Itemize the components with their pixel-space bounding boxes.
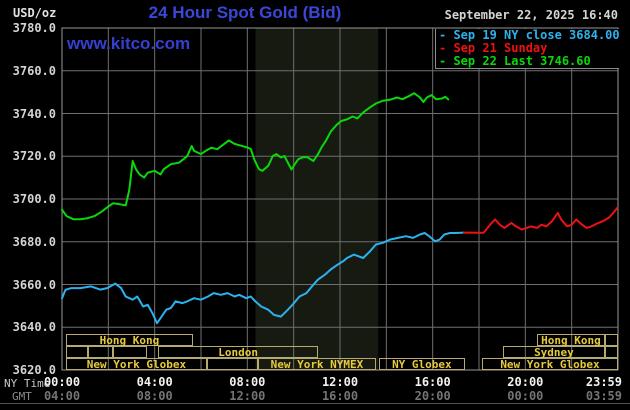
price-line-sep-22-last — [61, 92, 450, 221]
session-box-new-york-globex: New York Globex — [65, 358, 208, 370]
legend-item: - Sep 22 Last 3746.60 — [439, 54, 591, 68]
ny-time-row-label: NY Time — [4, 377, 51, 390]
session-box-new-york-globex: New York Globex — [482, 358, 618, 370]
session-box-hong-kong: Hong Kong — [65, 334, 193, 346]
x-axis-tick-ny: 08:00 — [229, 375, 266, 389]
x-axis-tick-gmt: 04:00 — [43, 389, 81, 403]
session-box-empty — [88, 346, 114, 358]
bottom-divider-line — [0, 403, 630, 404]
session-box-empty — [605, 346, 618, 358]
y-axis-tick-label: 3720.0 — [12, 149, 56, 164]
y-axis-tick-label: 3760.0 — [12, 63, 56, 78]
x-axis-tick-ny: 20:00 — [507, 375, 544, 389]
session-box-hong-kong: Hong Kong — [536, 334, 606, 346]
price-line-sep-21-sunday — [462, 206, 619, 234]
chart-title: 24 Hour Spot Gold (Bid) — [148, 3, 342, 22]
session-box-sydney: Sydney — [502, 346, 606, 358]
y-axis-tick-label: 3620.0 — [12, 363, 56, 377]
x-axis-tick-ny: 12:00 — [321, 375, 359, 389]
y-axis-tick-label: 3740.0 — [12, 106, 56, 121]
session-box-empty — [65, 346, 89, 358]
x-axis-tick-ny: 00:00 — [43, 375, 81, 389]
x-axis-tick-gmt: 03:59 — [585, 389, 622, 403]
session-box-ny-globex: NY Globex — [378, 358, 465, 370]
x-axis-tick-gmt: 20:00 — [414, 389, 451, 403]
y-axis-tick-label: 3640.0 — [12, 320, 56, 335]
plot-border — [61, 27, 619, 371]
session-box-empty — [207, 358, 258, 370]
kitco-watermark-link[interactable]: www.kitco.com — [67, 34, 191, 53]
x-axis-tick-ny: 16:00 — [414, 375, 451, 389]
session-box-empty — [605, 334, 618, 346]
session-box-london: London — [158, 346, 318, 358]
session-box-empty — [113, 346, 147, 358]
x-axis-tick-ny: 04:00 — [136, 375, 173, 389]
y-axis-tick-label: 3700.0 — [12, 192, 56, 206]
legend-item: - Sep 19 NY close 3684.00 — [439, 28, 620, 42]
datetime-label: September 22, 2025 16:40 — [444, 8, 618, 22]
x-axis-tick-gmt: 12:00 — [229, 389, 266, 403]
x-axis-tick-gmt: 00:00 — [507, 389, 544, 403]
gmt-row-label: GMT — [12, 390, 32, 403]
y-axis-tick-label: 3780.0 — [12, 21, 56, 35]
x-axis-tick-ny: 23:59 — [585, 375, 622, 389]
y-axis-tick-label: 3680.0 — [12, 234, 56, 249]
x-axis-tick-gmt: 16:00 — [321, 389, 359, 403]
y-axis-tick-label: 3660.0 — [12, 277, 56, 292]
price-line-sep-19-ny-close — [61, 231, 465, 325]
x-axis-tick-gmt: 08:00 — [136, 389, 173, 403]
session-box-new-york-nymex: New York NYMEX — [257, 358, 376, 370]
legend-item: - Sep 21 Sunday — [439, 41, 548, 55]
legend-box: - Sep 19 NY close 3684.00- Sep 21 Sunday… — [435, 28, 620, 69]
unit-label: USD/oz — [13, 6, 57, 20]
